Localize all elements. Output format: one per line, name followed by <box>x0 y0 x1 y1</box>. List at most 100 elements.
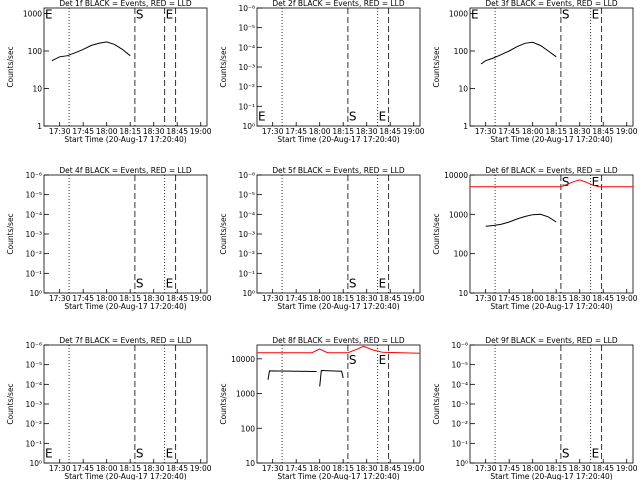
plot-frame <box>256 174 421 294</box>
plot-frame <box>43 174 208 294</box>
y-tick-label: 10⁻³ <box>451 400 468 409</box>
x-axis-label: Start Time (20-Aug-17 17:20:40) <box>64 302 186 311</box>
x-tick-label: 18:30 <box>356 464 378 473</box>
x-tick-label: 18:45 <box>592 127 614 136</box>
annotation: S <box>136 277 144 291</box>
x-tick-label: 18:30 <box>143 127 165 136</box>
y-tick-label: 10⁻⁴ <box>25 380 42 389</box>
annotation: E <box>166 447 174 461</box>
y-tick-label: 10⁻² <box>451 420 468 429</box>
plot-frame <box>43 7 208 127</box>
x-axis-label: Start Time (20-Aug-17 17:20:40) <box>277 472 399 480</box>
x-tick-label: 18:00 <box>96 294 118 303</box>
y-tick-label: 10⁻⁶ <box>238 171 255 180</box>
annotation: S <box>349 353 357 367</box>
x-tick-label: 18:00 <box>522 127 544 136</box>
x-tick-label: 18:00 <box>96 464 118 473</box>
x-tick-label: 18:30 <box>143 464 165 473</box>
annotation: S <box>349 277 357 291</box>
y-axis-label: Counts/sec <box>219 213 228 254</box>
y-tick-label: 100 <box>454 47 469 56</box>
series-line <box>480 41 557 65</box>
y-tick-label: 1000 <box>236 390 255 399</box>
x-tick-label: 18:00 <box>309 127 331 136</box>
x-tick-label: 18:00 <box>522 294 544 303</box>
annotation: E <box>379 110 387 124</box>
annotation: S <box>562 175 570 189</box>
y-tick-label: 10⁻⁴ <box>451 380 468 389</box>
y-tick-label: 10 <box>458 84 468 93</box>
y-axis-label: Counts/sec <box>432 383 441 424</box>
annotation: S <box>136 447 144 461</box>
x-tick-label: 17:30 <box>475 464 497 473</box>
x-tick-label: 18:30 <box>143 294 165 303</box>
y-tick-label: 10⁻⁶ <box>25 171 42 180</box>
x-axis-label: Start Time (20-Aug-17 17:20:40) <box>64 135 186 144</box>
annotation: E <box>379 353 387 367</box>
y-tick-label: 10⁻¹ <box>238 102 255 111</box>
plot-frame <box>43 344 208 464</box>
x-axis-label: Start Time (20-Aug-17 17:20:40) <box>490 472 612 480</box>
annotation: E <box>592 7 600 21</box>
y-tick-label: 10⁻¹ <box>25 439 42 448</box>
x-tick-label: 18:45 <box>379 464 401 473</box>
x-tick-label: 17:45 <box>72 294 94 303</box>
plot-frame <box>469 174 634 294</box>
x-tick-label: 18:45 <box>379 294 401 303</box>
x-tick-label: 18:15 <box>119 464 141 473</box>
panel-title: Det 7f BLACK = Events, RED = LLD <box>59 336 192 345</box>
x-tick-label: 18:45 <box>592 464 614 473</box>
x-axis-label: Start Time (20-Aug-17 17:20:40) <box>277 135 399 144</box>
y-axis-label: Counts/sec <box>219 383 228 424</box>
y-tick-label: 10⁰ <box>455 459 468 468</box>
y-axis-label: Counts/sec <box>219 46 228 87</box>
x-tick-label: 17:45 <box>72 127 94 136</box>
panel-title: Det 3f BLACK = Events, RED = LLD <box>485 0 618 8</box>
x-tick-label: 18:00 <box>96 127 118 136</box>
x-tick-label: 17:45 <box>498 464 520 473</box>
y-tick-label: 10⁻⁵ <box>25 191 42 200</box>
y-tick-label: 10⁻² <box>25 250 42 259</box>
x-tick-label: 18:00 <box>309 294 331 303</box>
panel-title: Det 6f BLACK = Events, RED = LLD <box>485 166 618 175</box>
series-line <box>267 369 344 387</box>
x-tick-label: 18:45 <box>166 294 188 303</box>
x-tick-label: 18:00 <box>522 464 544 473</box>
x-tick-label: 19:00 <box>403 127 425 136</box>
y-tick-label: 10000 <box>444 171 468 180</box>
x-tick-label: 19:00 <box>190 127 212 136</box>
y-tick-label: 10 <box>245 459 255 468</box>
plot-frame <box>469 7 634 127</box>
panel-title: Det 1f BLACK = Events, RED = LLD <box>59 0 192 8</box>
series-line <box>51 41 131 62</box>
x-tick-label: 18:15 <box>545 294 567 303</box>
y-tick-label: 1 <box>463 122 468 131</box>
y-tick-label: 10⁻² <box>238 83 255 92</box>
y-axis-label: Counts/sec <box>6 213 15 254</box>
y-tick-label: 10⁻³ <box>238 230 255 239</box>
panel-title: Det 5f BLACK = Events, RED = LLD <box>272 166 405 175</box>
x-tick-label: 19:00 <box>403 464 425 473</box>
y-tick-label: 10⁻¹ <box>451 439 468 448</box>
annotation: S <box>136 7 144 21</box>
y-tick-label: 10⁻² <box>238 250 255 259</box>
x-tick-label: 17:45 <box>285 127 307 136</box>
series-line <box>470 179 633 188</box>
annotation: E <box>592 175 600 189</box>
annotation: E <box>45 7 53 21</box>
x-tick-label: 19:00 <box>403 294 425 303</box>
y-tick-label: 1000 <box>449 210 468 219</box>
y-tick-label: 1000 <box>449 9 468 18</box>
y-tick-label: 100 <box>454 250 469 259</box>
x-tick-label: 17:30 <box>49 464 71 473</box>
annotation: E <box>471 7 479 21</box>
x-tick-label: 18:45 <box>166 127 188 136</box>
x-tick-label: 17:30 <box>49 127 71 136</box>
y-tick-label: 10⁰ <box>29 289 42 298</box>
y-tick-label: 10⁻⁵ <box>238 24 255 33</box>
y-tick-label: 10⁻³ <box>238 63 255 72</box>
plot-frame <box>469 344 634 464</box>
y-axis-label: Counts/sec <box>432 213 441 254</box>
x-tick-label: 18:30 <box>569 127 591 136</box>
x-tick-label: 17:30 <box>475 294 497 303</box>
